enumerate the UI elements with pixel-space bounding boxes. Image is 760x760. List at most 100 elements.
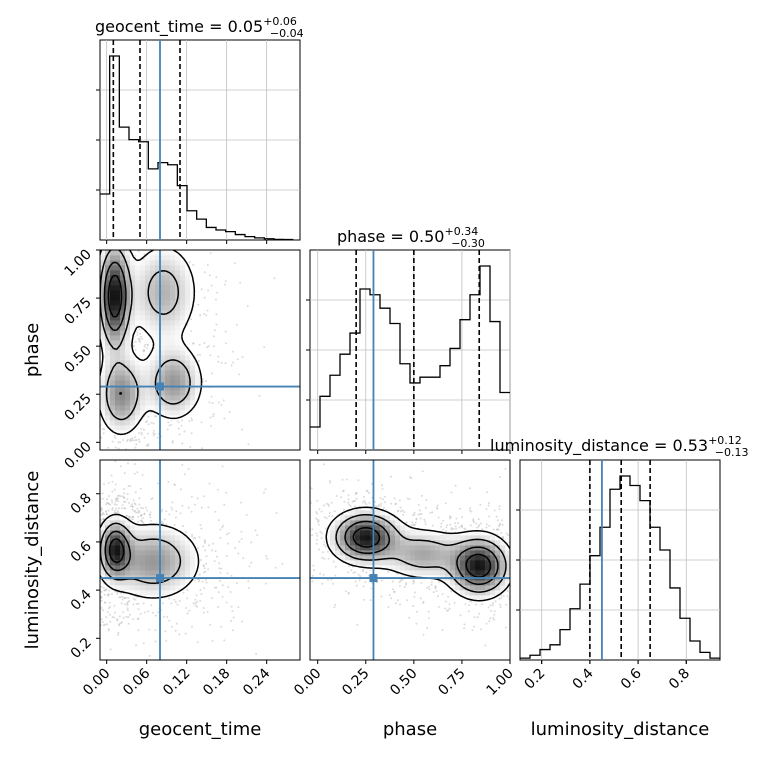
- scatter-point: [126, 604, 129, 606]
- scatter-point: [468, 604, 470, 607]
- density-cell: [445, 560, 451, 566]
- scatter-point: [125, 596, 128, 599]
- scatter-point: [485, 526, 488, 529]
- density-cell: [125, 420, 131, 426]
- scatter-point: [505, 532, 508, 535]
- scatter-point: [432, 591, 435, 594]
- density-cell: [145, 400, 151, 406]
- density-cell: [150, 560, 156, 566]
- scatter-point: [167, 421, 170, 424]
- density-cell: [140, 270, 146, 276]
- scatter-point: [137, 629, 140, 632]
- scatter-point: [133, 510, 136, 513]
- contour-level-1: [100, 250, 191, 421]
- scatter-point: [415, 518, 418, 521]
- density-cell: [125, 360, 131, 366]
- scatter-point: [402, 513, 405, 516]
- density-cell: [190, 570, 196, 576]
- scatter-point: [182, 591, 185, 594]
- density-cell: [165, 580, 171, 586]
- density-cell: [130, 530, 136, 536]
- density-cell: [185, 555, 191, 561]
- scatter-point: [492, 616, 495, 619]
- scatter-point: [108, 613, 111, 616]
- density-cell: [150, 535, 156, 541]
- density-cell: [355, 530, 361, 536]
- scatter-point: [230, 605, 233, 608]
- density-cell: [115, 280, 121, 286]
- density-cell: [120, 350, 126, 356]
- scatter-point: [115, 503, 118, 506]
- scatter-point: [426, 626, 429, 629]
- density-cell: [115, 415, 121, 421]
- scatter-point: [123, 497, 126, 499]
- density-cell: [100, 285, 106, 291]
- density-cell: [125, 380, 131, 386]
- density-cell: [140, 570, 146, 576]
- xtick-label-phase-3: 0.75: [435, 666, 468, 699]
- scatter-point: [240, 501, 243, 504]
- density-cell: [115, 520, 121, 526]
- density-cell: [505, 555, 510, 561]
- density-cell: [350, 520, 356, 526]
- scatter-point: [461, 525, 463, 528]
- scatter-point: [120, 621, 123, 624]
- scatter-point: [100, 599, 103, 602]
- density-cell: [375, 510, 381, 516]
- density-cell: [485, 540, 491, 546]
- density-cell: [155, 350, 161, 356]
- density-cell: [160, 300, 166, 306]
- density-cell: [345, 510, 351, 516]
- density-cell: [480, 550, 486, 556]
- density-cell: [155, 315, 161, 321]
- scatter-point: [412, 580, 415, 583]
- density-cell: [100, 385, 106, 391]
- density-cell: [100, 275, 106, 281]
- scatter-point: [422, 633, 425, 636]
- scatter-point: [209, 252, 212, 254]
- density-cell: [490, 535, 496, 541]
- density-cell: [190, 555, 196, 561]
- density-cell: [130, 280, 136, 286]
- density-cell: [165, 320, 171, 326]
- hist-steps-luminosity_distance: [520, 475, 720, 659]
- density-cell: [415, 530, 421, 536]
- density-cell: [365, 520, 371, 526]
- scatter-point: [246, 305, 249, 307]
- density-cell: [195, 365, 201, 371]
- scatter-point: [319, 530, 322, 533]
- density-cell: [185, 315, 191, 321]
- density-cell: [380, 555, 386, 561]
- scatter-point: [168, 513, 171, 516]
- scatter-point: [190, 318, 193, 321]
- density-cell: [160, 390, 166, 396]
- xlabel-geocent-time: geocent_time: [139, 719, 262, 740]
- density-cell: [130, 410, 136, 416]
- density-cell: [400, 570, 406, 576]
- density-cell: [175, 410, 181, 416]
- density-cell: [390, 565, 396, 571]
- scatter-point: [250, 541, 253, 544]
- density-cell: [180, 570, 186, 576]
- scatter-point: [207, 506, 210, 509]
- scatter-point: [431, 524, 434, 527]
- density-cell: [470, 570, 476, 576]
- density-cell: [130, 590, 136, 596]
- density-cell: [180, 275, 186, 281]
- density-cell: [130, 360, 136, 366]
- scatter-point: [146, 344, 149, 347]
- density-cell: [130, 375, 136, 381]
- density-cell: [115, 255, 121, 261]
- scatter-point: [228, 411, 231, 413]
- scatter-point: [499, 476, 502, 478]
- density-cell: [130, 535, 136, 541]
- density-cell: [125, 310, 131, 316]
- scatter-point: [138, 440, 141, 443]
- scatter-point: [242, 557, 245, 560]
- density-cell: [135, 580, 141, 586]
- density-cell: [170, 335, 176, 341]
- scatter-point: [122, 616, 125, 619]
- scatter-point: [502, 536, 504, 539]
- contour-level-0: [100, 513, 200, 599]
- density-cell: [435, 560, 441, 566]
